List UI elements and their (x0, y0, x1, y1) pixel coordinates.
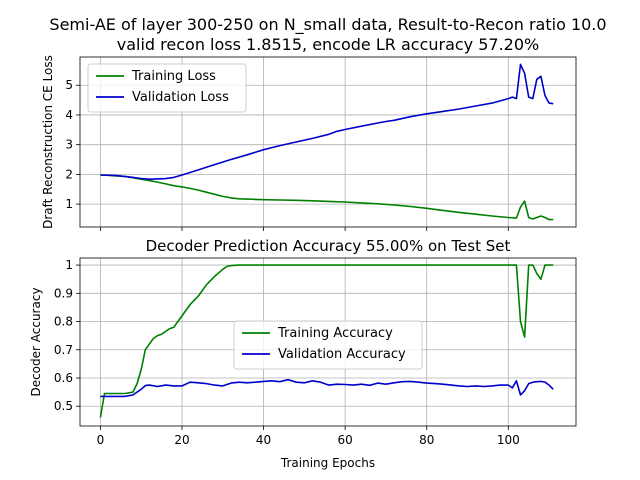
series-line-training-loss (100, 174, 554, 221)
y-tick-label: 0.5 (54, 399, 73, 413)
x-axis-label: Training Epochs (280, 456, 375, 470)
x-tick-label: 20 (174, 433, 189, 447)
y-tick-label: 5 (65, 78, 73, 92)
accuracy-chart: 0 20 40 60 80 100 0.5 0.6 0.7 0.8 0.9 1 Decoder Pred… (29, 237, 577, 470)
y-tick-label: 0.8 (54, 315, 73, 329)
legend: Training Loss Validation Loss (87, 63, 247, 113)
y-tick-label: 0.9 (54, 286, 73, 300)
y-tick-label: 3 (65, 138, 73, 152)
legend-label: Validation Accuracy (278, 347, 406, 362)
legend-box (87, 63, 247, 113)
x-tick-label: 100 (497, 433, 520, 447)
legend-label: Validation Loss (132, 90, 229, 105)
plot-frame (79, 257, 577, 427)
subplot-title: Decoder Prediction Accuracy 55.00% on Te… (146, 237, 511, 255)
plot-frame (79, 56, 577, 228)
figure-title-line1: Semi-AE of layer 300-250 on N_small data… (49, 15, 606, 35)
series-line-training-accuracy (99, 264, 554, 418)
y-tick-label: 0.7 (54, 343, 73, 357)
y-tick-label: 1 (65, 197, 73, 211)
x-tick-label: 40 (256, 433, 271, 447)
x-tick-label: 60 (337, 433, 352, 447)
series-line-validation-accuracy (100, 378, 554, 398)
legend-label: Training Loss (131, 69, 216, 84)
series-line-validation-loss (100, 63, 554, 180)
y-axis-label: Decoder Accuracy (29, 287, 43, 396)
x-tick-label: 0 (97, 433, 105, 447)
x-tick-label: 80 (419, 433, 434, 447)
y-tick-label: 0.6 (54, 371, 73, 385)
legend: Training Accuracy Validation Accuracy (233, 320, 423, 370)
y-tick-label: 1 (65, 258, 73, 272)
loss-chart: 1 2 3 4 5 Draft Reconstruction CE Loss Trainin… (41, 55, 577, 231)
y-axis-label: Draft Reconstruction CE Loss (41, 55, 55, 229)
figure-title-line2: valid recon loss 1.8515, encode LR accur… (117, 35, 540, 54)
legend-label: Training Accuracy (277, 326, 393, 341)
y-tick-label: 4 (65, 108, 73, 122)
legend-box (233, 320, 423, 370)
y-tick-label: 2 (65, 167, 73, 181)
